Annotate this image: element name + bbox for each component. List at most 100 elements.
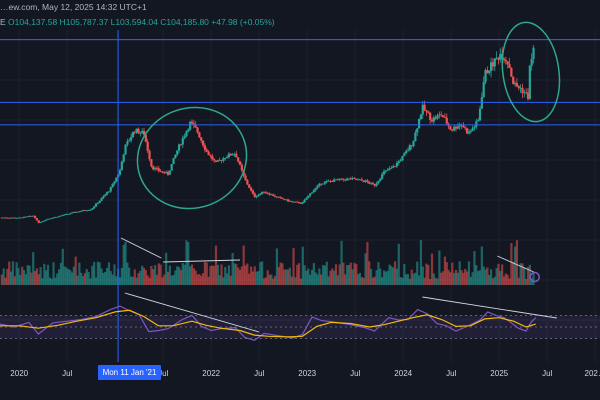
candle — [309, 193, 312, 196]
candle — [69, 213, 72, 215]
volume-bar — [126, 262, 129, 285]
volume-bar — [165, 252, 168, 285]
volume-bar — [364, 253, 367, 285]
volume-bar — [312, 263, 315, 285]
candle — [412, 141, 415, 147]
volume-bar — [233, 263, 236, 285]
candle — [255, 196, 258, 198]
volume-bar — [338, 264, 341, 285]
candle — [122, 154, 125, 162]
volume-bar — [453, 273, 456, 285]
candle — [45, 219, 48, 221]
candle — [441, 115, 445, 118]
volume-bar — [504, 273, 507, 285]
candle — [273, 195, 277, 197]
candle — [22, 216, 26, 218]
volume-bar — [131, 276, 135, 285]
candle — [28, 215, 31, 217]
volume-bar — [296, 264, 299, 285]
candle — [129, 137, 133, 141]
volume-bar — [93, 261, 96, 285]
candle — [179, 144, 183, 146]
volume-bar — [366, 242, 369, 285]
volume-bar — [183, 264, 186, 285]
volume-bar — [345, 265, 349, 285]
candle — [113, 181, 116, 184]
volume-bar — [512, 261, 515, 285]
volume-bar — [357, 274, 360, 285]
candle — [305, 198, 308, 200]
volume-bar — [257, 270, 260, 285]
candle — [231, 154, 234, 156]
volume-bar — [91, 265, 94, 285]
alert-icon — [529, 271, 540, 283]
candle — [185, 131, 188, 137]
volume-bar — [33, 271, 37, 285]
volume-bar — [157, 263, 160, 285]
volume-bar — [303, 265, 306, 285]
volume-bar — [28, 265, 31, 285]
volume-bar — [48, 277, 51, 285]
volume-bar — [373, 276, 376, 285]
candle — [4, 217, 7, 219]
time-tick-label: 2025 — [490, 369, 509, 378]
candle — [30, 215, 33, 217]
volume-bar — [369, 268, 373, 285]
volume-bar — [2, 268, 5, 285]
volume-bar — [270, 274, 273, 285]
volume-bar — [128, 267, 131, 285]
volume-bar — [56, 273, 59, 285]
candle — [373, 184, 376, 186]
candle — [227, 153, 231, 158]
volume-bar — [305, 270, 308, 285]
volume-bar — [279, 262, 282, 285]
volume-bar — [528, 264, 531, 285]
volume-bar — [166, 271, 170, 285]
candle — [325, 181, 328, 182]
volume-bar — [272, 278, 275, 285]
volume-bar — [41, 278, 44, 285]
volume-bar — [207, 276, 210, 285]
candle — [253, 193, 256, 198]
volume-bar — [120, 267, 123, 285]
candle — [436, 115, 439, 119]
candle — [523, 92, 526, 94]
candle — [489, 62, 493, 72]
volume-bar — [506, 274, 509, 285]
volume-bar — [227, 265, 231, 285]
candle — [155, 167, 159, 169]
volume-bar — [255, 271, 258, 285]
volume-bar — [478, 270, 482, 285]
candle — [198, 132, 201, 138]
volume-bar — [170, 275, 173, 285]
volume-bar — [393, 261, 397, 285]
time-tick-label: Jul — [158, 369, 169, 378]
candle — [390, 167, 393, 169]
candle — [257, 194, 260, 197]
time-axis[interactable] — [0, 362, 600, 400]
candle — [467, 132, 471, 134]
volume-bar — [323, 265, 327, 285]
candle — [80, 211, 83, 212]
candle — [369, 182, 373, 184]
candle — [115, 177, 118, 182]
candle — [61, 215, 64, 217]
volume-bar — [194, 270, 197, 285]
volume-bar — [9, 271, 13, 285]
volume-bar — [67, 269, 70, 285]
volume-bar — [427, 264, 430, 285]
candle — [432, 117, 435, 122]
candle — [65, 213, 68, 215]
candle — [87, 210, 90, 211]
candle — [488, 71, 491, 74]
volume-bar — [251, 271, 255, 285]
candle — [345, 178, 349, 181]
volume-bar — [115, 276, 118, 285]
volume-bar — [72, 266, 75, 285]
volume-bar — [222, 277, 225, 285]
candle — [85, 210, 88, 212]
candle — [120, 161, 123, 171]
volume-bar — [429, 278, 432, 285]
volume-bar — [238, 269, 242, 285]
